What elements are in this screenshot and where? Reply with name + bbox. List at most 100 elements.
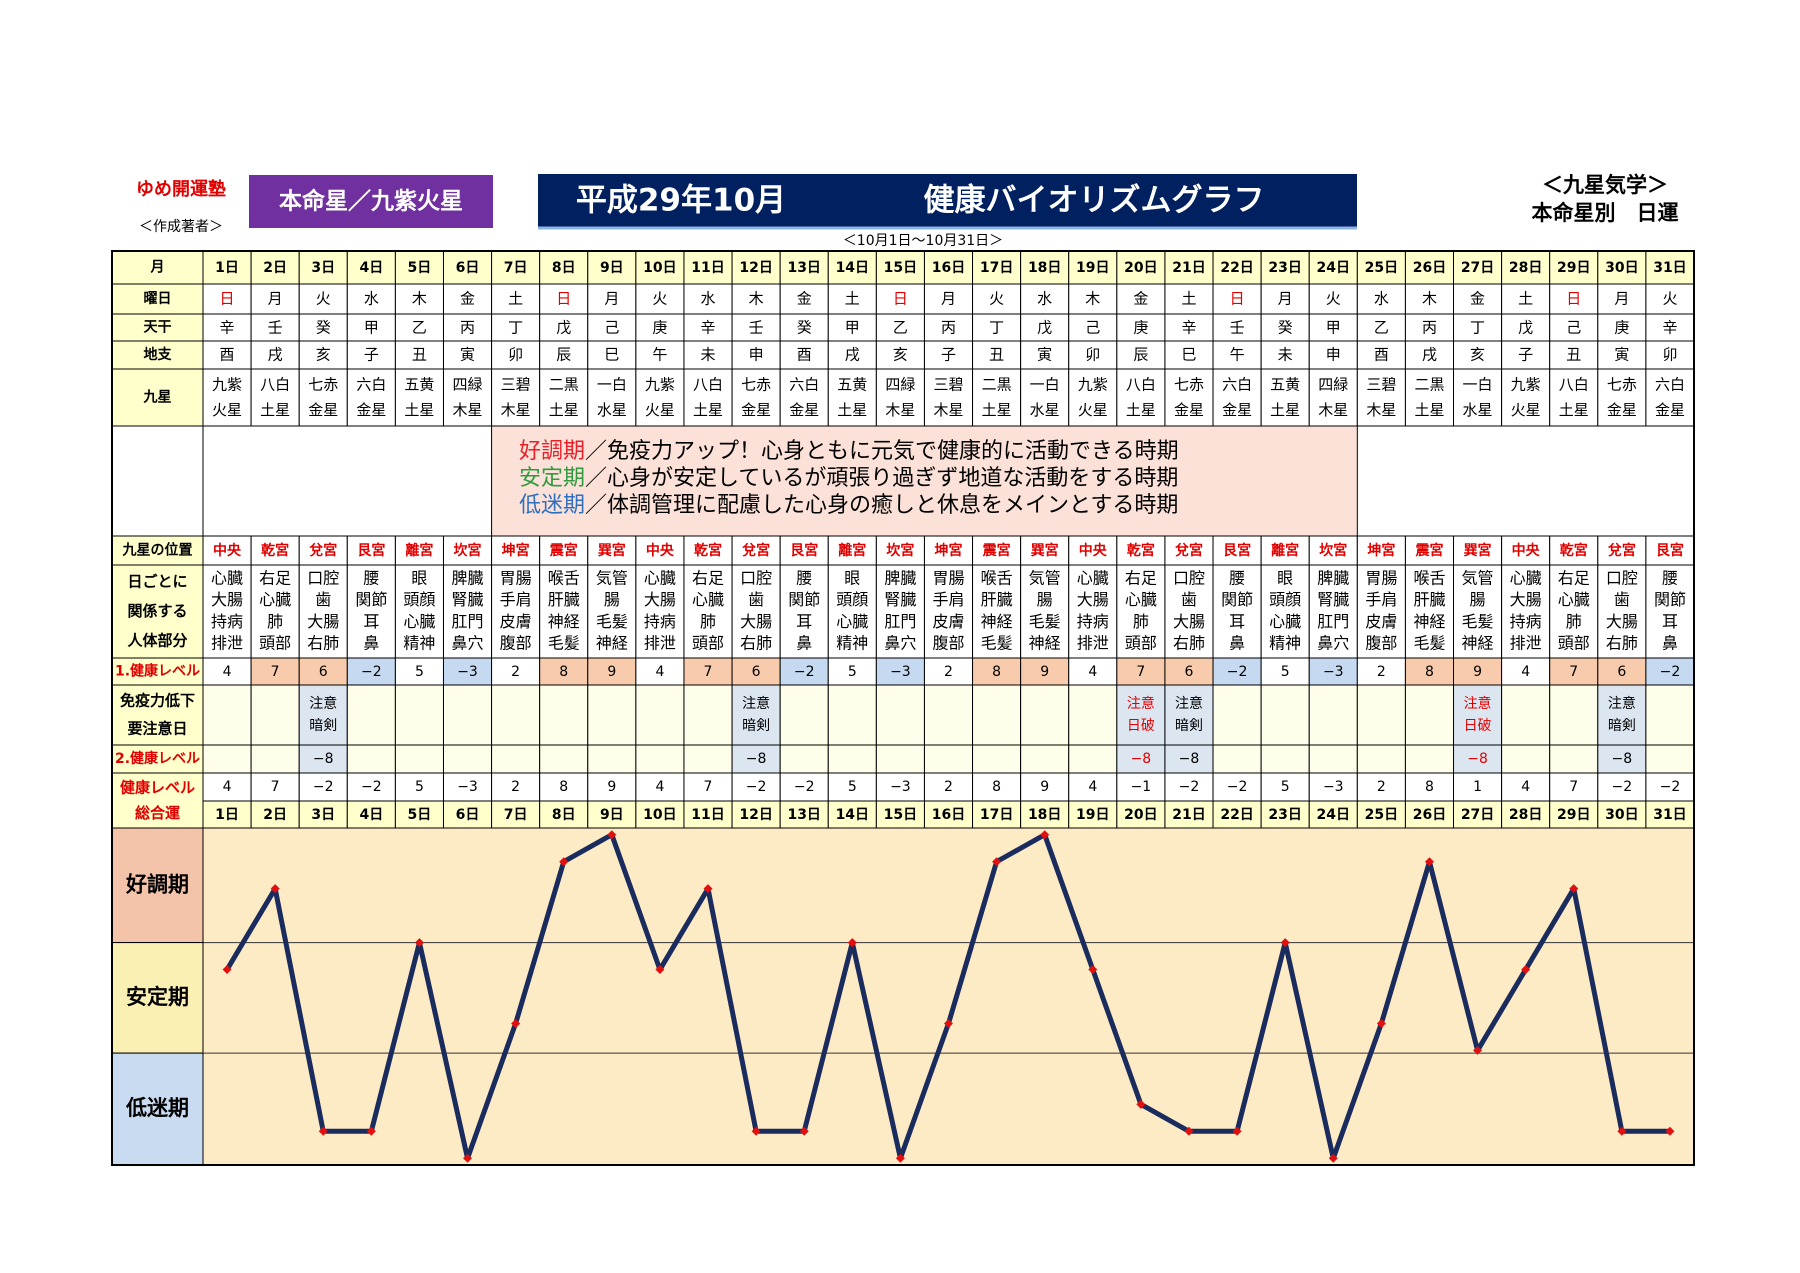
cell	[1068, 283, 1118, 315]
position: 艮宮	[1656, 542, 1684, 559]
level1-value: 5	[848, 664, 857, 680]
cell	[1308, 535, 1358, 566]
body-part: 頭顔	[836, 590, 868, 609]
x-tick-label: 30日	[1605, 807, 1638, 823]
star: 水星	[1463, 401, 1493, 419]
cell	[491, 772, 541, 802]
cell	[202, 340, 252, 370]
cell	[539, 535, 589, 566]
body-part: 毛髪	[1413, 634, 1445, 653]
weekday: 水	[364, 290, 379, 308]
cell	[250, 800, 300, 829]
level1-value: 9	[607, 664, 616, 680]
star: 土星	[982, 401, 1012, 419]
body-part: 関節	[788, 590, 820, 609]
cell	[1308, 283, 1358, 315]
x-tick-label: 21日	[1172, 807, 1205, 823]
cell	[1020, 283, 1070, 315]
total-value: −3	[1323, 779, 1344, 795]
body-part: 腰	[796, 568, 812, 587]
cell	[587, 564, 637, 659]
cell	[298, 313, 348, 342]
x-tick-label: 3日	[311, 807, 335, 823]
level2-cell	[394, 744, 444, 774]
honmei-box	[249, 175, 493, 228]
level1-value: 5	[1281, 664, 1290, 680]
body-part: 精神	[403, 634, 435, 653]
body-part: 口腔	[307, 568, 339, 587]
branch: 巳	[1181, 346, 1196, 364]
total-value: −2	[1612, 779, 1633, 795]
level1-value: −2	[1227, 664, 1248, 680]
cell	[394, 283, 444, 315]
point	[1521, 965, 1531, 975]
star: 五黄	[1270, 375, 1300, 393]
body-part: 肛門	[1317, 612, 1349, 631]
body-part: 気管	[1462, 568, 1494, 587]
body-part: 右足	[1558, 568, 1590, 587]
branch: 酉	[220, 346, 235, 364]
star: 土星	[549, 401, 579, 419]
body-part: 毛髪	[596, 612, 628, 631]
day-label: 2日	[263, 260, 287, 276]
cell	[202, 564, 252, 659]
cell	[539, 340, 589, 370]
point	[1040, 830, 1050, 840]
day-label: 19日	[1076, 260, 1109, 276]
body-part: 歯	[748, 590, 764, 609]
cell	[1164, 368, 1214, 427]
cell	[1597, 313, 1647, 342]
cell	[1212, 313, 1262, 342]
weekday: 土	[508, 290, 523, 308]
immunity-cell	[1453, 684, 1503, 746]
level2-cell	[635, 744, 685, 774]
x-tick-label: 9日	[600, 807, 624, 823]
cell	[1308, 313, 1358, 342]
cell	[539, 800, 589, 829]
stem: 乙	[893, 319, 908, 337]
body-part: 腰	[1229, 568, 1245, 587]
position: 兌宮	[742, 542, 770, 559]
branch: 子	[364, 346, 379, 364]
cell	[1501, 772, 1551, 802]
cell	[1116, 535, 1166, 566]
cell	[1404, 535, 1455, 566]
branch: 未	[1278, 346, 1293, 364]
level1-value: 5	[415, 664, 424, 680]
weekday: 金	[460, 290, 475, 308]
branch: 戌	[845, 346, 860, 364]
cell	[1020, 340, 1070, 370]
position: 中央	[213, 542, 242, 559]
position: 艮宮	[357, 542, 385, 559]
level1-value: −3	[890, 664, 911, 680]
immunity-cell	[875, 684, 925, 746]
immunity-cell	[539, 684, 589, 746]
level1-value: 4	[1521, 664, 1530, 680]
day-label: 24日	[1317, 260, 1350, 276]
day-label: 8日	[552, 260, 576, 276]
body-part: 大腸	[1173, 612, 1205, 631]
cell	[1645, 283, 1695, 315]
total-value: −2	[361, 779, 382, 795]
body-part: 神経	[1029, 634, 1061, 653]
immunity-cell	[394, 684, 444, 746]
cell	[346, 368, 396, 427]
level2-value: −8	[1467, 751, 1488, 767]
cell	[683, 535, 733, 566]
weekday: 日	[556, 290, 571, 308]
body-part: 大腸	[740, 612, 772, 631]
day-label: 31日	[1653, 260, 1686, 276]
day-label: 16日	[932, 260, 965, 276]
star: 木星	[1318, 401, 1348, 419]
point	[1376, 1018, 1386, 1028]
star: 九紫	[645, 375, 675, 393]
total-value: 4	[655, 779, 664, 795]
stem: 己	[1085, 319, 1100, 337]
weekday: 火	[1326, 290, 1341, 308]
level1-value: −2	[794, 664, 815, 680]
stem: 戊	[1518, 319, 1533, 337]
x-tick-label: 29日	[1557, 807, 1590, 823]
level1-value: 7	[1569, 664, 1578, 680]
weekday: 月	[1278, 290, 1293, 308]
x-tick-label: 2日	[263, 807, 287, 823]
